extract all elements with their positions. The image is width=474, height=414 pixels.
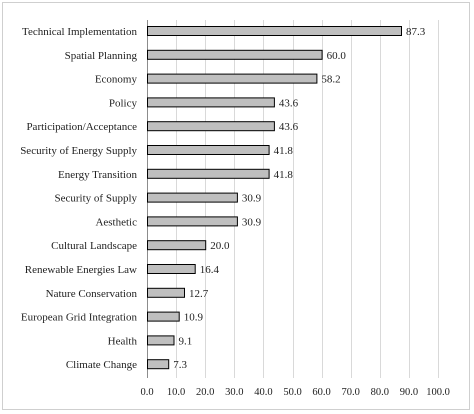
x-tick-label: 40.0	[254, 387, 272, 398]
x-tick-label: 20.0	[196, 387, 214, 398]
data-label: 16.4	[200, 264, 220, 276]
data-label: 30.9	[242, 216, 262, 228]
x-tick-label: 0.0	[140, 387, 153, 398]
category-label: Technical Implementation	[22, 26, 137, 38]
bar	[147, 121, 275, 132]
category-label: Renewable Energies Law	[25, 264, 137, 276]
data-label: 30.9	[242, 193, 262, 205]
data-label: 20.0	[210, 240, 230, 252]
x-tick-label: 90.0	[400, 387, 418, 398]
data-label: 58.2	[321, 74, 340, 86]
data-label: 43.6	[279, 97, 299, 109]
bar	[147, 26, 402, 36]
category-label: Participation/Acceptance	[26, 121, 137, 133]
x-tick-label: 30.0	[225, 387, 243, 398]
category-label: Health	[108, 335, 138, 347]
category-label: Economy	[95, 74, 138, 86]
bar	[147, 216, 238, 227]
data-label: 9.1	[179, 335, 193, 347]
bar	[147, 287, 185, 298]
x-tick-label: 60.0	[312, 387, 330, 398]
data-label: 10.9	[184, 312, 204, 324]
bar	[147, 240, 207, 251]
bar	[147, 73, 318, 84]
data-label: 41.8	[274, 169, 294, 181]
category-label: Spatial Planning	[65, 50, 138, 62]
data-label: 7.3	[173, 359, 187, 371]
category-label: Aesthetic	[95, 216, 137, 228]
x-tick-label: 100.0	[426, 387, 450, 398]
data-label: 12.7	[189, 288, 209, 300]
category-label: Climate Change	[66, 359, 137, 371]
data-label: 60.0	[327, 50, 347, 62]
x-tick-label: 70.0	[342, 387, 360, 398]
x-tick-label: 50.0	[283, 387, 301, 398]
data-label: 41.8	[274, 145, 294, 157]
data-label: 87.3	[406, 26, 426, 38]
bar	[147, 49, 323, 60]
chart-frame	[2, 2, 470, 410]
bar	[147, 359, 170, 370]
category-label: Cultural Landscape	[51, 240, 137, 252]
category-label: European Grid Integration	[21, 312, 138, 324]
category-label: Energy Transition	[58, 169, 137, 181]
bar	[147, 311, 180, 322]
data-label: 43.6	[279, 121, 299, 133]
bar	[147, 97, 275, 108]
category-label: Nature Conservation	[46, 288, 138, 300]
bar	[147, 192, 238, 203]
x-tick-label: 10.0	[167, 387, 185, 398]
bar	[147, 145, 270, 155]
x-tick-label: 80.0	[371, 387, 389, 398]
bar	[147, 335, 175, 346]
category-label: Security of Energy Supply	[20, 145, 137, 157]
bar	[147, 168, 270, 179]
category-label: Policy	[109, 97, 138, 109]
category-label: Security of Supply	[55, 193, 138, 205]
bar	[147, 264, 196, 274]
